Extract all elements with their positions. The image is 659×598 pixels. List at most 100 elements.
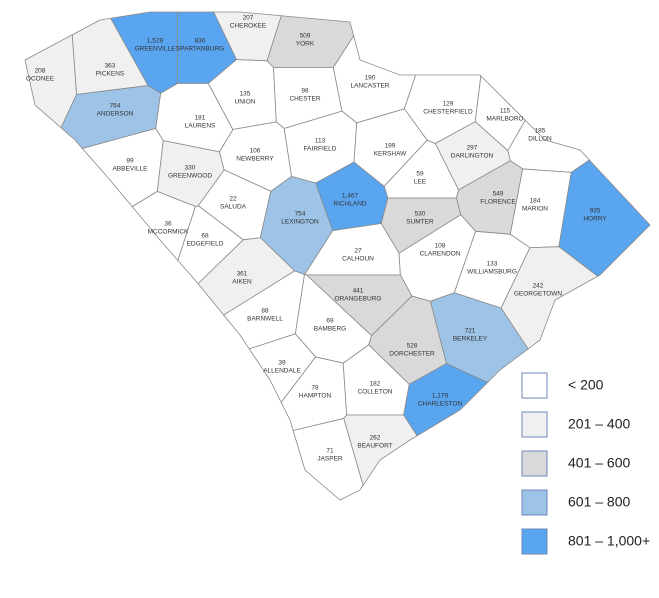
county-value: 108: [435, 243, 446, 250]
county-value: 297: [467, 145, 478, 152]
county-name: WILLIAMSBURG: [467, 269, 517, 276]
county-name: BAMBERG: [314, 326, 347, 333]
county-value: 764: [110, 103, 121, 110]
county-value: 27: [354, 248, 362, 255]
county-name: RICHLAND: [333, 201, 367, 208]
legend-label: < 200: [568, 377, 604, 393]
county-value: 528: [407, 343, 418, 350]
county-value: 1,179: [432, 393, 449, 400]
legend-swatch: [521, 411, 548, 438]
county-name: EDGEFIELD: [187, 241, 224, 248]
county-value: 185: [535, 128, 546, 135]
county-name: HAMPTON: [299, 393, 332, 400]
county-value: 935: [590, 208, 601, 215]
county-name: CALHOUN: [342, 256, 374, 263]
county-value: 207: [243, 15, 254, 22]
legend-label: 201 – 400: [568, 416, 630, 432]
county-name: AIKEN: [232, 279, 252, 286]
county-value: 1,467: [342, 193, 359, 200]
county-name: SPARTANBURG: [176, 46, 224, 53]
county-value: 113: [315, 138, 326, 145]
county-value: 721: [465, 328, 476, 335]
county-name: GEORGETOWN: [514, 291, 563, 298]
county-value: 39: [278, 360, 286, 367]
county-name: BARNWELL: [247, 316, 283, 323]
county-name: ANDERSON: [97, 111, 134, 118]
county-name: LEXINGTON: [281, 219, 319, 226]
county-name: MARION: [522, 206, 548, 213]
county-value: 242: [533, 283, 544, 290]
county-value: 184: [530, 198, 541, 205]
county-value: 549: [493, 191, 504, 198]
county-name: PICKENS: [96, 71, 125, 78]
county-name: MARLBORO: [486, 116, 523, 123]
county-name: LEE: [414, 179, 427, 186]
county-value: 78: [311, 385, 319, 392]
county-name: CHESTER: [289, 96, 320, 103]
county-name: CHESTERFIELD: [423, 109, 473, 116]
county-name: LANCASTER: [350, 83, 389, 90]
county: [343, 414, 418, 487]
legend-swatch: [521, 489, 548, 516]
county-name: DILLON: [528, 136, 552, 143]
county-name: YORK: [296, 41, 315, 48]
legend: < 200 201 – 400 401 – 600 601 – 800 801 – 1,…: [521, 372, 650, 555]
legend-label: 401 – 600: [568, 455, 630, 471]
county-value: 182: [370, 381, 381, 388]
county-name: DORCHESTER: [389, 351, 435, 358]
county-value: 36: [164, 221, 172, 228]
county-name: BEAUFORT: [357, 443, 392, 450]
county-name: CLARENDON: [420, 251, 461, 258]
county-value: 1,529: [147, 38, 164, 45]
county-name: LAURENS: [185, 123, 216, 130]
legend-swatch: [521, 450, 548, 477]
county-value: 133: [487, 261, 498, 268]
county-value: 509: [300, 33, 311, 40]
county-name: CHEROKEE: [230, 23, 267, 30]
county-name: SUMTER: [406, 219, 434, 226]
county-name: UNION: [235, 99, 256, 106]
county-value: 361: [237, 271, 248, 278]
legend-swatch: [521, 372, 548, 399]
county-value: 262: [370, 435, 381, 442]
county-value: 22: [229, 196, 237, 203]
county-value: 199: [385, 143, 396, 150]
county-value: 115: [500, 108, 511, 115]
county-name: JASPER: [317, 456, 343, 463]
county-value: 441: [353, 288, 364, 295]
county-value: 208: [35, 68, 46, 75]
county-name: BERKELEY: [453, 336, 488, 343]
county-name: GREENVILLE: [135, 46, 176, 53]
county-name: ABBEVILLE: [112, 166, 148, 173]
county-value: 99: [126, 158, 134, 165]
county-value: 530: [415, 211, 426, 218]
county-value: 88: [261, 308, 269, 315]
county-name: KERSHAW: [374, 151, 407, 158]
county-name: MCCORMICK: [148, 229, 189, 236]
county-name: NEWBERRY: [236, 156, 274, 163]
legend-label: 801 – 1,000+: [568, 533, 650, 549]
county-value: 363: [105, 63, 116, 70]
county-value: 98: [301, 88, 309, 95]
county-value: 754: [295, 211, 306, 218]
county-value: 106: [250, 148, 261, 155]
county-value: 68: [201, 233, 209, 240]
county-name: ORANGEBURG: [335, 296, 382, 303]
counties: [24, 11, 651, 501]
county-name: COLLETON: [358, 389, 393, 396]
county-name: DARLINGTON: [451, 153, 494, 160]
county-value: 330: [185, 165, 196, 172]
county-name: CHARLESTON: [418, 401, 463, 408]
county-name: FAIRFIELD: [304, 146, 337, 153]
legend-swatch: [521, 528, 548, 555]
county-value: 59: [416, 171, 424, 178]
county-value: 190: [365, 75, 376, 82]
county-value: 129: [443, 101, 454, 108]
county-name: ALLENDALE: [263, 368, 301, 375]
legend-label: 601 – 800: [568, 494, 630, 510]
county-value: 69: [326, 318, 334, 325]
county-value: 181: [195, 115, 206, 122]
